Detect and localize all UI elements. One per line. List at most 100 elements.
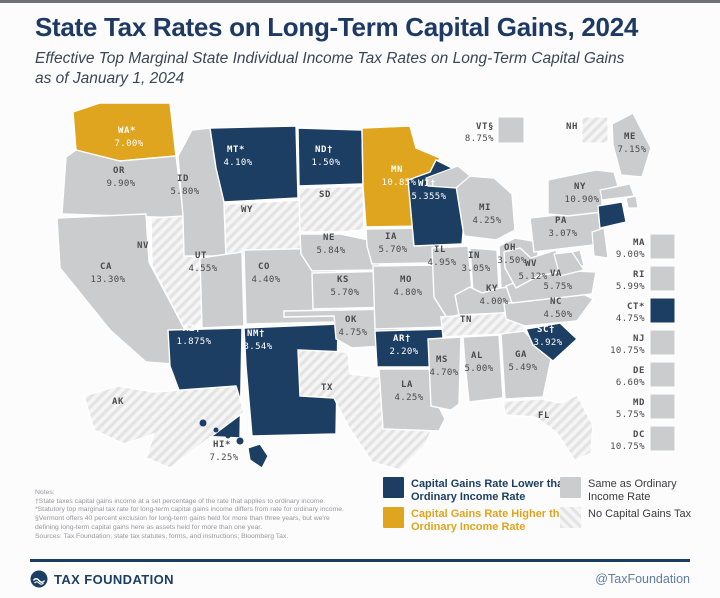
state-label-ny: NY [574,182,586,192]
state-value-id: 5.80% [170,187,199,197]
state-value-ny: 10.90% [565,195,600,205]
state-label-nc: NC [550,297,562,307]
state-value-wv: 5.12% [518,272,547,282]
state-value-ne: 5.84% [316,246,345,256]
legend-swatch-lower [383,477,404,498]
hi-island-big [247,443,269,469]
ri-shape [625,195,639,209]
callout-label-dc: DC [633,430,645,440]
state-value-or: 9.90% [106,179,135,189]
state-value-ks: 5.70% [330,288,359,298]
footer: TAX FOUNDATION @TaxFoundation [30,567,690,591]
state-mi [455,175,516,241]
state-value-nd: 1.50% [311,158,340,168]
state-value-oh: 3.50% [497,256,526,266]
state-value-hi: 7.25% [209,453,238,463]
mi-upper-peninsula [425,165,471,189]
ct-shape [597,201,627,229]
hi-island-4 [236,437,244,445]
state-wy [223,199,305,257]
state-value-nm: 3.54% [243,342,272,352]
state-value-ut: 4.55% [188,264,217,274]
state-value-al: 5.00% [464,364,493,374]
state-label-il: IL [434,245,446,255]
state-label-or: OR [113,166,125,176]
state-label-la: LA [401,380,413,390]
state-nd [297,127,364,187]
callout-value-ri: 5.99% [616,282,645,292]
callout-swatch-ri [649,265,676,292]
callout-swatch-dc [649,425,676,452]
md-shape [553,251,585,277]
state-label-id: ID [177,174,189,184]
notes-line-4: defining long-term capital gains here as… [35,523,263,531]
callout-swatch-de [649,361,676,388]
state-value-mt: 4.10% [223,158,252,168]
state-label-ca: CA [100,262,112,272]
state-value-ms: 4.70% [429,368,458,378]
legend-item-lower: Capital Gains Rate Lower than Ordinary I… [383,477,579,504]
state-value-ky: 4.00% [479,297,508,307]
state-value-in: 3.05% [461,264,490,274]
callout-label-vt: VT§ [476,122,494,132]
state-mt [209,125,299,203]
state-label-tx: TX [321,383,333,393]
state-label-oh: OH [504,243,516,253]
callout-label-ct: CT* [627,302,645,312]
state-label-ne: NE [323,233,335,243]
state-label-mi: MI [479,203,491,213]
state-value-nc: 4.50% [543,310,572,320]
state-value-wa: 7.00% [114,139,143,149]
state-value-co: 4.40% [251,275,280,285]
legend-label-none: No Capital Gains Tax [588,508,692,520]
callout-label-nh: NH [566,122,578,132]
state-label-ak: AK [112,397,124,407]
brand: TAX FOUNDATION [30,570,174,588]
state-label-wy: WY [241,205,253,215]
state-sd [298,185,365,233]
state-value-va: 5.75% [543,282,572,292]
state-label-in: IN [468,251,480,261]
legend-label-lower: Capital Gains Rate Lower than Ordinary I… [411,478,570,503]
state-ak [83,385,245,469]
state-label-ia: IA [385,232,397,242]
state-value-ok: 4.75% [338,328,367,338]
callout-value-ma: 9.00% [616,250,645,260]
callout-swatch-nh [581,116,609,144]
callout-value-dc: 10.75% [610,442,645,452]
callout-swatch-ma [649,233,676,260]
page-subtitle: Effective Top Marginal State Individual … [35,50,625,87]
callout-label-ma: MA [633,238,645,248]
legend-swatch-none [560,507,581,528]
state-value-wi: 5.355% [412,192,447,202]
notes-block: Notes: †State taxes capital gains income… [35,489,380,541]
state-label-ar: AR† [393,334,411,344]
state-value-mi: 4.25% [472,216,501,226]
state-label-nm: NM† [247,329,265,339]
state-label-mo: MO [400,275,412,285]
state-label-nv: NV [137,241,149,251]
state-label-ga: GA [515,350,527,360]
top-border-strip [0,0,720,3]
page-title: State Tax Rates on Long-Term Capital Gai… [35,12,639,42]
state-label-al: AL [471,351,483,361]
notes-line-1: †State taxes capital gains income at a s… [35,497,326,505]
legend-item-higher: Capital Gains Rate Higher than Ordinary … [383,507,579,534]
tax-foundation-logo-icon [30,570,48,588]
footer-divider [30,559,690,562]
state-fl [502,394,594,462]
legend-item-same: Same as Ordinary Income Rate [560,477,706,504]
callout-value-vt: 8.75% [465,134,494,144]
state-value-sc: 3.92% [533,338,562,348]
state-label-va: VA [550,269,562,279]
legend-item-none: No Capital Gains Tax [560,507,706,528]
nj-shape [591,227,609,259]
state-label-wv: WV [525,259,537,269]
state-label-sd: SD [319,190,331,200]
legend-label-higher: Capital Gains Rate Higher than Ordinary … [411,508,573,533]
state-value-ga: 5.49% [508,363,537,373]
state-value-la: 4.25% [394,393,423,403]
state-ms [427,336,462,411]
